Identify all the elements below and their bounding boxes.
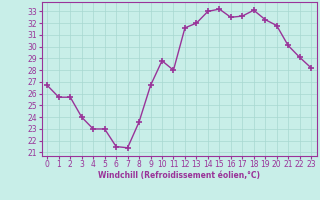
X-axis label: Windchill (Refroidissement éolien,°C): Windchill (Refroidissement éolien,°C) — [98, 171, 260, 180]
